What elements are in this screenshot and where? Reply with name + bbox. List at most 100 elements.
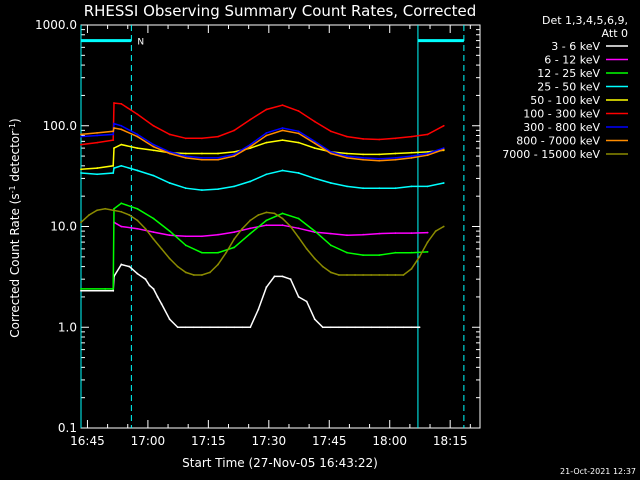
legend-label: 12 - 25 keV [537, 67, 600, 80]
series-3-point [442, 182, 445, 184]
series-2-point [201, 251, 203, 254]
series-5-point [113, 102, 115, 104]
series-8-point [346, 274, 348, 276]
series-8-point [354, 274, 356, 276]
series-8-point [176, 265, 179, 268]
series-8-point [378, 274, 381, 276]
series-7-point [362, 158, 365, 161]
series-4-point [152, 149, 155, 152]
series-5-point [168, 133, 171, 136]
series-3-point [168, 182, 171, 184]
series-2-point [233, 246, 236, 249]
series-5-point [329, 130, 332, 133]
series-4-point [113, 147, 115, 150]
series-4-point [184, 152, 187, 155]
series-6-point [410, 155, 413, 157]
series-0-point [241, 326, 244, 329]
series-2-point [184, 244, 187, 247]
series-6-point [184, 155, 187, 157]
series-5-point [265, 108, 268, 111]
series-6-point [394, 156, 397, 159]
series-3-point [152, 174, 155, 177]
series-1-point [297, 227, 300, 230]
series-8-point [370, 274, 373, 276]
series-0-point [394, 326, 397, 329]
series-6-point [346, 155, 348, 157]
series-2-point [80, 288, 82, 290]
series-3-point [136, 169, 139, 172]
series-1-point [152, 231, 155, 233]
legend-label: 6 - 12 keV [544, 54, 600, 67]
series-group [80, 102, 445, 329]
series-8-point [160, 247, 163, 250]
series-8-point [80, 221, 82, 224]
series-3-point [426, 185, 429, 188]
series-3-point [329, 182, 332, 184]
series-4-point [297, 141, 300, 144]
series-2-point [136, 207, 139, 210]
series-8-point [265, 211, 268, 214]
series-7-point [112, 130, 115, 133]
series-2-point [394, 251, 397, 254]
series-3-point [265, 173, 268, 176]
series-8-point [442, 225, 445, 228]
series-7-point [426, 154, 429, 157]
series-1-point [120, 225, 123, 228]
series-7-point [442, 148, 445, 151]
y-axis-label-mid: detector [8, 131, 22, 186]
series-1-point [201, 235, 203, 238]
series-5-point [249, 118, 252, 121]
series-0-point [136, 272, 139, 275]
series-4-point [362, 153, 365, 156]
series-4-point [96, 167, 99, 169]
series-1-point [426, 231, 429, 234]
y-axis-label-start: Corrected Count Rate (s [8, 193, 22, 337]
series-7-point [249, 145, 252, 148]
series-1-point [410, 232, 413, 234]
orbit-markers: N [80, 25, 465, 428]
footer-timestamp: 21-Oct-2021 12:37 [560, 467, 636, 476]
series-0-point [209, 326, 211, 329]
series-3-point [362, 187, 365, 190]
series-7-point [113, 127, 115, 129]
series-0-point [233, 326, 236, 329]
series-8-point [128, 214, 131, 216]
series-3-point [281, 169, 284, 172]
series-8-point [281, 217, 284, 220]
series-0-point [168, 318, 171, 321]
series-8-point [88, 214, 90, 216]
legend-label: 300 - 800 keV [523, 121, 600, 134]
series-0-point [184, 326, 187, 329]
series-5-point [233, 129, 236, 132]
series-5-point [184, 137, 187, 140]
series-0-point [362, 326, 365, 329]
y-axis-label: Corrected Count Rate (s-1 detector-1) [8, 118, 23, 337]
series-0-point [201, 326, 203, 329]
x-tick-label: 17:15 [191, 434, 226, 448]
series-1-point [281, 224, 284, 227]
series-8-point [329, 271, 332, 274]
legend-header-line: Att 0 [602, 27, 628, 40]
series-2-point [104, 288, 107, 290]
series-0-point [378, 326, 381, 329]
series-2-point [297, 217, 300, 220]
legend-label: 800 - 7000 keV [516, 135, 600, 148]
legend-label: 100 - 300 keV [523, 108, 600, 121]
series-0-point [370, 326, 373, 329]
series-6-point [152, 143, 155, 146]
series-0-point [321, 326, 324, 329]
legend-label: 3 - 6 keV [551, 40, 600, 53]
series-8-point [402, 274, 405, 276]
series-1-point [329, 232, 332, 235]
series-7-point [96, 131, 99, 134]
series-0-point [112, 289, 115, 292]
series-0-point [410, 326, 413, 329]
series-8-point [394, 274, 397, 276]
series-8-point [273, 212, 276, 215]
series-4-point [313, 147, 316, 150]
series-4-point [265, 141, 268, 144]
series-5-point [120, 102, 123, 105]
series-8-point [192, 274, 195, 276]
series-5-point [313, 120, 316, 123]
series-5-point [297, 110, 300, 112]
